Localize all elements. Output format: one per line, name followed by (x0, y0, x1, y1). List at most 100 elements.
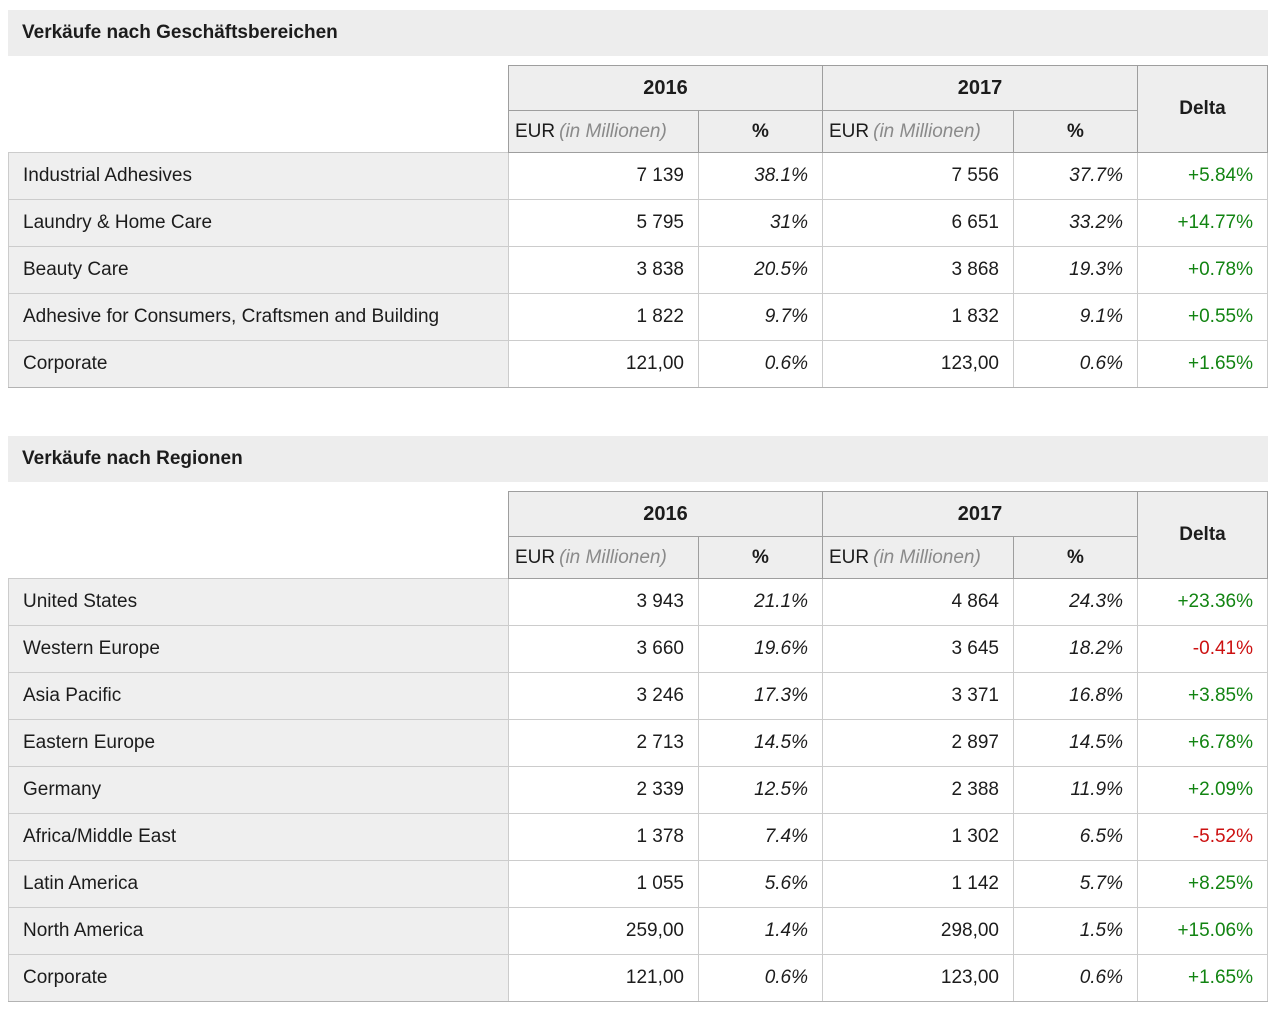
eur-2016-value: 2 339 (508, 766, 699, 814)
pct-2016-value: 0.6% (698, 340, 823, 388)
pct-2017-value: 11.9% (1013, 766, 1138, 814)
row-label: Beauty Care (8, 246, 509, 294)
delta-value: +1.65% (1137, 340, 1268, 388)
eur-label: EUR (829, 546, 870, 568)
delta-value: +0.78% (1137, 246, 1268, 294)
pct-2016-value: 31% (698, 199, 823, 247)
pct-2016-value: 21.1% (698, 578, 823, 626)
eur-label: EUR (829, 120, 870, 142)
table-header: 2016 2017 Delta EUR (in Millionen) % EUR(… (9, 491, 1268, 579)
percent-2017-header: % (1013, 110, 1138, 153)
delta-value: +5.84% (1137, 152, 1268, 200)
table-row: Corporate 121,00 0.6% 123,00 0.6% +1.65% (8, 340, 1268, 388)
pct-2017-value: 14.5% (1013, 719, 1138, 767)
row-label: Africa/Middle East (8, 813, 509, 861)
pct-2016-value: 9.7% (698, 293, 823, 341)
eur-2016-value: 5 795 (508, 199, 699, 247)
table-row: Beauty Care 3 838 20.5% 3 868 19.3% +0.78% (8, 246, 1268, 294)
table-row: Eastern Europe 2 713 14.5% 2 897 14.5% +6.78% (8, 719, 1268, 767)
eur-2017-unit-header: EUR (in Millionen) (822, 536, 1014, 579)
eur-label: EUR (515, 120, 556, 142)
eur-2017-value: 123,00 (822, 954, 1014, 1002)
blank-corner-cell (9, 66, 509, 153)
eur-2016-unit-header: EUR (in Millionen) (508, 536, 699, 579)
pct-2017-value: 24.3% (1013, 578, 1138, 626)
eur-2017-value: 123,00 (822, 340, 1014, 388)
percent-2016-header: % (698, 110, 823, 153)
eur-2016-value: 2 713 (508, 719, 699, 767)
delta-value: +3.85% (1137, 672, 1268, 720)
eur-2016-value: 259,00 (508, 907, 699, 955)
pct-2016-value: 0.6% (698, 954, 823, 1002)
pct-2016-value: 12.5% (698, 766, 823, 814)
sales-by-business-area-table: 2016 2017 Delta EUR (in Millionen) % EUR(… (8, 65, 1268, 388)
delta-value: +15.06% (1137, 907, 1268, 955)
row-label: Corporate (8, 954, 509, 1002)
year-2017-header: 2017 (822, 65, 1138, 111)
eur-unit-label: (in Millionen) (559, 120, 667, 142)
eur-2016-value: 1 378 (508, 813, 699, 861)
row-label: Germany (8, 766, 509, 814)
row-label: Eastern Europe (8, 719, 509, 767)
eur-2016-unit-header: EUR (in Millionen) (508, 110, 699, 153)
table-body: Industrial Adhesives 7 139 38.1% 7 556 37.7%… (8, 152, 1268, 388)
row-label: Industrial Adhesives (8, 152, 509, 200)
table-row: North America 259,00 1.4% 298,00 1.5% +15.06% (8, 907, 1268, 955)
table-row: Western Europe 3 660 19.6% 3 645 18.2% -0.41% (8, 625, 1268, 673)
table-row: Latin America 1 055 5.6% 1 142 5.7% +8.25% (8, 860, 1268, 908)
eur-2016-value: 1 055 (508, 860, 699, 908)
row-label: Latin America (8, 860, 509, 908)
delta-value: +6.78% (1137, 719, 1268, 767)
pct-2016-value: 7.4% (698, 813, 823, 861)
table-row: Corporate 121,00 0.6% 123,00 0.6% +1.65% (8, 954, 1268, 1002)
pct-2017-value: 0.6% (1013, 954, 1138, 1002)
row-label: Asia Pacific (8, 672, 509, 720)
pct-2017-value: 1.5% (1013, 907, 1138, 955)
row-label: Laundry & Home Care (8, 199, 509, 247)
delta-value: +14.77% (1137, 199, 1268, 247)
pct-2017-value: 19.3% (1013, 246, 1138, 294)
delta-header: Delta (1137, 65, 1268, 153)
pct-2017-value: 37.7% (1013, 152, 1138, 200)
pct-2017-value: 18.2% (1013, 625, 1138, 673)
table-row: Africa/Middle East 1 378 7.4% 1 302 6.5% -5.5… (8, 813, 1268, 861)
eur-2017-value: 1 142 (822, 860, 1014, 908)
eur-2016-value: 121,00 (508, 954, 699, 1002)
pct-2016-value: 19.6% (698, 625, 823, 673)
pct-2016-value: 38.1% (698, 152, 823, 200)
table-row: Laundry & Home Care 5 795 31% 6 651 33.2% +14… (8, 199, 1268, 247)
eur-2017-value: 7 556 (822, 152, 1014, 200)
eur-2016-value: 3 943 (508, 578, 699, 626)
pct-2017-value: 33.2% (1013, 199, 1138, 247)
delta-header: Delta (1137, 491, 1268, 579)
eur-2016-value: 121,00 (508, 340, 699, 388)
eur-2017-value: 3 645 (822, 625, 1014, 673)
eur-2017-value: 298,00 (822, 907, 1014, 955)
year-2016-header: 2016 (508, 491, 823, 537)
eur-2016-value: 3 660 (508, 625, 699, 673)
delta-value: -0.41% (1137, 625, 1268, 673)
table-row: Germany 2 339 12.5% 2 388 11.9% +2.09% (8, 766, 1268, 814)
eur-2017-value: 6 651 (822, 199, 1014, 247)
percent-2017-header: % (1013, 536, 1138, 579)
eur-2017-unit-header: EUR (in Millionen) (822, 110, 1014, 153)
eur-2016-value: 3 246 (508, 672, 699, 720)
eur-2016-value: 7 139 (508, 152, 699, 200)
row-label: North America (8, 907, 509, 955)
pct-2017-value: 16.8% (1013, 672, 1138, 720)
row-label: Corporate (8, 340, 509, 388)
pct-2016-value: 17.3% (698, 672, 823, 720)
pct-2017-value: 0.6% (1013, 340, 1138, 388)
table-header: 2016 2017 Delta EUR (in Millionen) % EUR(… (9, 65, 1268, 153)
row-label: United States (8, 578, 509, 626)
sales-by-region-table: 2016 2017 Delta EUR (in Millionen) % EUR(… (8, 491, 1268, 1002)
delta-value: +1.65% (1137, 954, 1268, 1002)
row-label: Adhesive for Consumers, Craftsmen and Bu… (8, 293, 509, 341)
eur-2017-value: 1 832 (822, 293, 1014, 341)
eur-2017-value: 3 868 (822, 246, 1014, 294)
eur-2017-value: 2 388 (822, 766, 1014, 814)
section-title-regions: Verkäufe nach Regionen (8, 436, 1268, 482)
table-row: Asia Pacific 3 246 17.3% 3 371 16.8% +3.85% (8, 672, 1268, 720)
pct-2017-value: 6.5% (1013, 813, 1138, 861)
eur-2016-value: 3 838 (508, 246, 699, 294)
